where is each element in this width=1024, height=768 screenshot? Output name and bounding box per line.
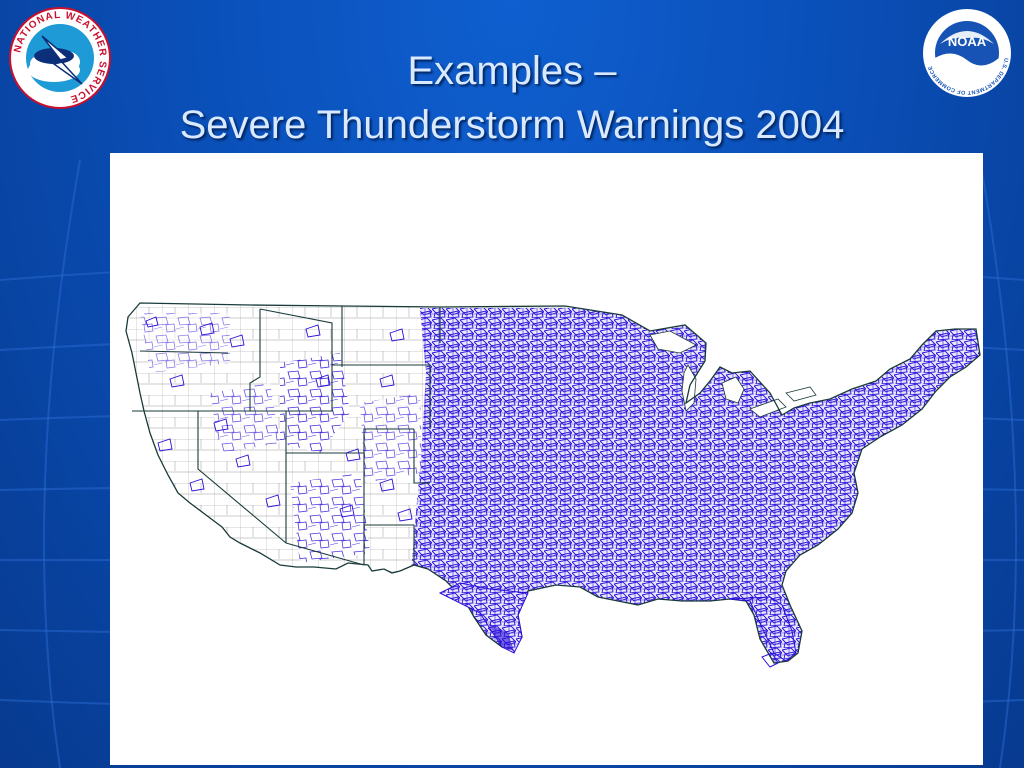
southwest-warning-cluster bbox=[290, 473, 370, 563]
mountain-warning-cluster bbox=[360, 393, 422, 483]
west-warning-cluster bbox=[210, 383, 280, 453]
slide-title: Examples – Severe Thunderstorm Warnings … bbox=[112, 44, 912, 152]
slide-title-line1: Examples – bbox=[407, 49, 617, 93]
florida-warnings bbox=[729, 596, 797, 662]
south-texas-warnings bbox=[488, 623, 514, 651]
great-lakes bbox=[649, 330, 817, 418]
noaa-logo: NOAA U.S. DEPARTMENT OF COMMERCE bbox=[923, 9, 1011, 97]
isolated-warning-polygons bbox=[145, 316, 413, 522]
national-weather-service-logo: NATIONAL WEATHER SERVICE bbox=[9, 7, 111, 109]
map-panel bbox=[110, 153, 983, 765]
northwest-warning-cluster bbox=[140, 313, 230, 373]
us-warning-polygons-map bbox=[125, 302, 981, 668]
texas-gulf-warnings bbox=[438, 582, 529, 654]
florida-keys-warnings bbox=[761, 652, 779, 668]
noaa-emblem-text: NOAA bbox=[948, 34, 987, 49]
state-boundaries bbox=[132, 306, 441, 566]
slide-title-line2: Severe Thunderstorm Warnings 2004 bbox=[179, 103, 845, 147]
